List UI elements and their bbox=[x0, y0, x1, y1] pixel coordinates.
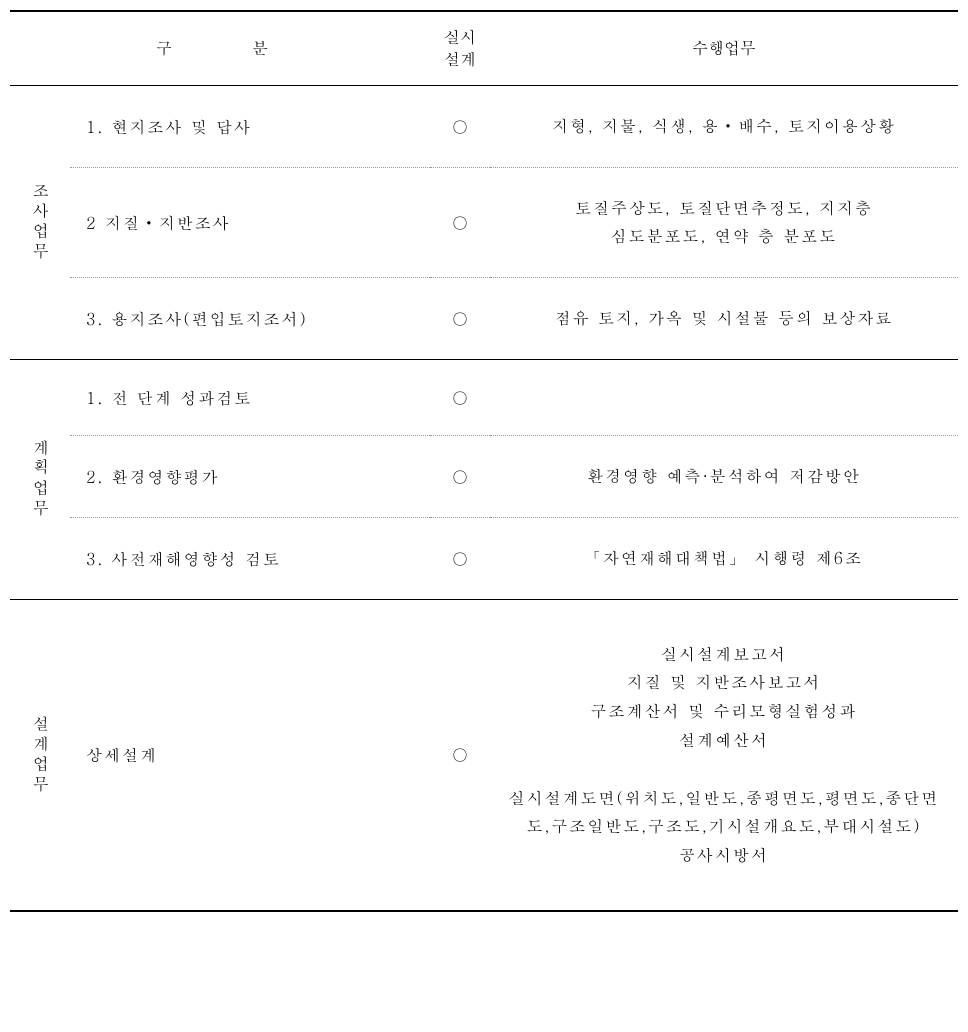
header-category: 구 분 bbox=[10, 11, 430, 85]
task-description: 실시설계보고서지질 및 지반조사보고서구조계산서 및 수리모형실험성과설계예산서… bbox=[490, 599, 958, 911]
check-mark: ○ bbox=[430, 85, 490, 167]
item-name: 1. 전 단계 성과검토 bbox=[70, 359, 430, 435]
task-description bbox=[490, 359, 958, 435]
group-label: 계획업무 bbox=[10, 359, 70, 599]
table-row: 2. 환경영향평가○환경영향 예측·분석하여 저감방안 bbox=[10, 435, 958, 517]
table-row: 2 지질・지반조사○토질주상도, 토질단면추정도, 지지층심도분포도, 연약 층… bbox=[10, 167, 958, 278]
table-row: 계획업무1. 전 단계 성과검토○ bbox=[10, 359, 958, 435]
check-mark: ○ bbox=[430, 599, 490, 911]
item-name: 3. 용지조사(편입토지조서) bbox=[70, 278, 430, 360]
table-row: 3. 사전재해영향성 검토○「자연재해대책법」 시행령 제6조 bbox=[10, 517, 958, 599]
check-mark: ○ bbox=[430, 517, 490, 599]
item-name: 상세설계 bbox=[70, 599, 430, 911]
task-description: 「자연재해대책법」 시행령 제6조 bbox=[490, 517, 958, 599]
table-row: 3. 용지조사(편입토지조서)○점유 토지, 가옥 및 시설물 등의 보상자료 bbox=[10, 278, 958, 360]
check-mark: ○ bbox=[430, 278, 490, 360]
group-label: 설계업무 bbox=[10, 599, 70, 911]
item-name: 2. 환경영향평가 bbox=[70, 435, 430, 517]
task-description: 환경영향 예측·분석하여 저감방안 bbox=[490, 435, 958, 517]
check-mark: ○ bbox=[430, 435, 490, 517]
header-design: 실시설계 bbox=[430, 11, 490, 85]
header-row: 구 분 실시설계 수행업무 bbox=[10, 11, 958, 85]
item-name: 1. 현지조사 및 답사 bbox=[70, 85, 430, 167]
header-task: 수행업무 bbox=[490, 11, 958, 85]
task-description: 지형, 지물, 식생, 용・배수, 토지이용상황 bbox=[490, 85, 958, 167]
check-mark: ○ bbox=[430, 167, 490, 278]
item-name: 3. 사전재해영향성 검토 bbox=[70, 517, 430, 599]
table-row: 설계업무상세설계○실시설계보고서지질 및 지반조사보고서구조계산서 및 수리모형… bbox=[10, 599, 958, 911]
work-classification-table: 구 분 실시설계 수행업무 조사업무1. 현지조사 및 답사○지형, 지물, 식… bbox=[10, 10, 958, 912]
task-description: 토질주상도, 토질단면추정도, 지지층심도분포도, 연약 층 분포도 bbox=[490, 167, 958, 278]
group-label: 조사업무 bbox=[10, 85, 70, 359]
check-mark: ○ bbox=[430, 359, 490, 435]
task-description: 점유 토지, 가옥 및 시설물 등의 보상자료 bbox=[490, 278, 958, 360]
table-row: 조사업무1. 현지조사 및 답사○지형, 지물, 식생, 용・배수, 토지이용상… bbox=[10, 85, 958, 167]
item-name: 2 지질・지반조사 bbox=[70, 167, 430, 278]
